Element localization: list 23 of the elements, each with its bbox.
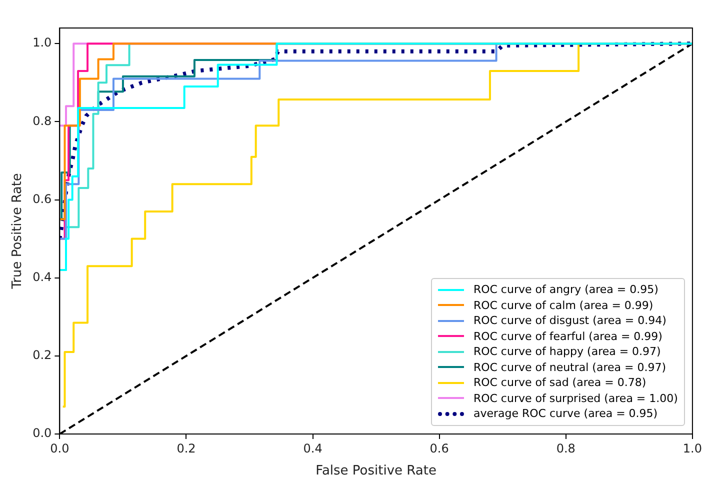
y-tick-label: 0.6 [32,192,52,206]
x-tick-label: 0.4 [303,441,322,456]
x-tick-label: 1.0 [682,441,702,456]
y-tick-label: 0.8 [32,114,52,128]
y-tick-label: 0.0 [32,426,52,440]
legend-label: ROC curve of neutral (area = 0.97) [473,360,666,375]
legend-label: ROC curve of fearful (area = 0.99) [473,328,662,344]
x-tick-label: 0.6 [430,441,449,456]
legend-label: ROC curve of angry (area = 0.95) [473,282,658,298]
y-tick-label: 0.2 [32,348,52,362]
y-tick-label: 0.4 [32,270,52,284]
legend-label: ROC curve of disgust (area = 0.94) [473,313,666,328]
x-tick-label: 0.2 [176,441,196,456]
x-axis-title: False Positive Rate [316,464,436,479]
legend-label: average ROC curve (area = 0.95) [473,406,658,422]
legend-label: ROC curve of happy (area = 0.97) [473,344,661,360]
legend-label: ROC curve of surprised (area = 1.00) [473,390,678,406]
legend-label: ROC curve of calm (area = 0.99) [473,298,654,313]
x-tick-label: 0.8 [556,441,576,456]
y-axis-title: True Positive Rate [10,173,26,290]
legend-label: ROC curve of sad (area = 0.78) [473,375,646,390]
x-tick-label: 0.0 [50,441,70,456]
y-tick-label: 1.0 [32,36,52,50]
